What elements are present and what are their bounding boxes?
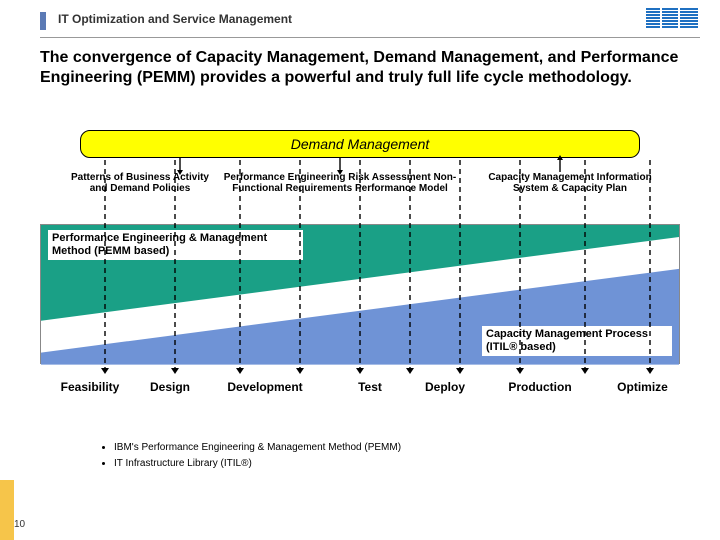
phase-label: Development bbox=[210, 380, 320, 394]
column-label-left: Patterns of Business Activity and Demand… bbox=[70, 172, 210, 194]
phase-label: Design bbox=[140, 380, 200, 394]
header-section-title: IT Optimization and Service Management bbox=[58, 12, 292, 26]
pemm-wedge-label: Performance Engineering & Management Met… bbox=[48, 230, 303, 260]
phase-label: Test bbox=[340, 380, 400, 394]
phase-label: Production bbox=[495, 380, 585, 394]
side-accent bbox=[0, 480, 14, 540]
column-labels: Patterns of Business Activity and Demand… bbox=[40, 172, 680, 216]
ibm-logo bbox=[646, 8, 698, 33]
phase-label: Deploy bbox=[415, 380, 475, 394]
header-accent-bar bbox=[40, 12, 46, 30]
column-label-middle: Performance Engineering Risk Assessment … bbox=[220, 172, 460, 194]
phase-label: Feasibility bbox=[50, 380, 130, 394]
footnote-bullets: IBM's Performance Engineering & Manageme… bbox=[100, 440, 401, 472]
column-label-right: Capacity Management Information System &… bbox=[480, 172, 660, 194]
demand-management-box: Demand Management bbox=[80, 130, 640, 158]
footnote-item: IT Infrastructure Library (ITIL®) bbox=[114, 456, 401, 472]
footnote-item: IBM's Performance Engineering & Manageme… bbox=[114, 440, 401, 456]
capacity-wedge-label: Capacity Management Process (ITIL® based… bbox=[482, 326, 672, 356]
phase-label: Optimize bbox=[605, 380, 680, 394]
diagram: Demand Management Patterns of Business A… bbox=[40, 130, 680, 430]
slide: IT Optimization and Service Management bbox=[0, 0, 720, 540]
slide-title: The convergence of Capacity Management, … bbox=[40, 48, 680, 88]
page-number: 10 bbox=[14, 519, 25, 530]
header: IT Optimization and Service Management bbox=[40, 12, 700, 38]
